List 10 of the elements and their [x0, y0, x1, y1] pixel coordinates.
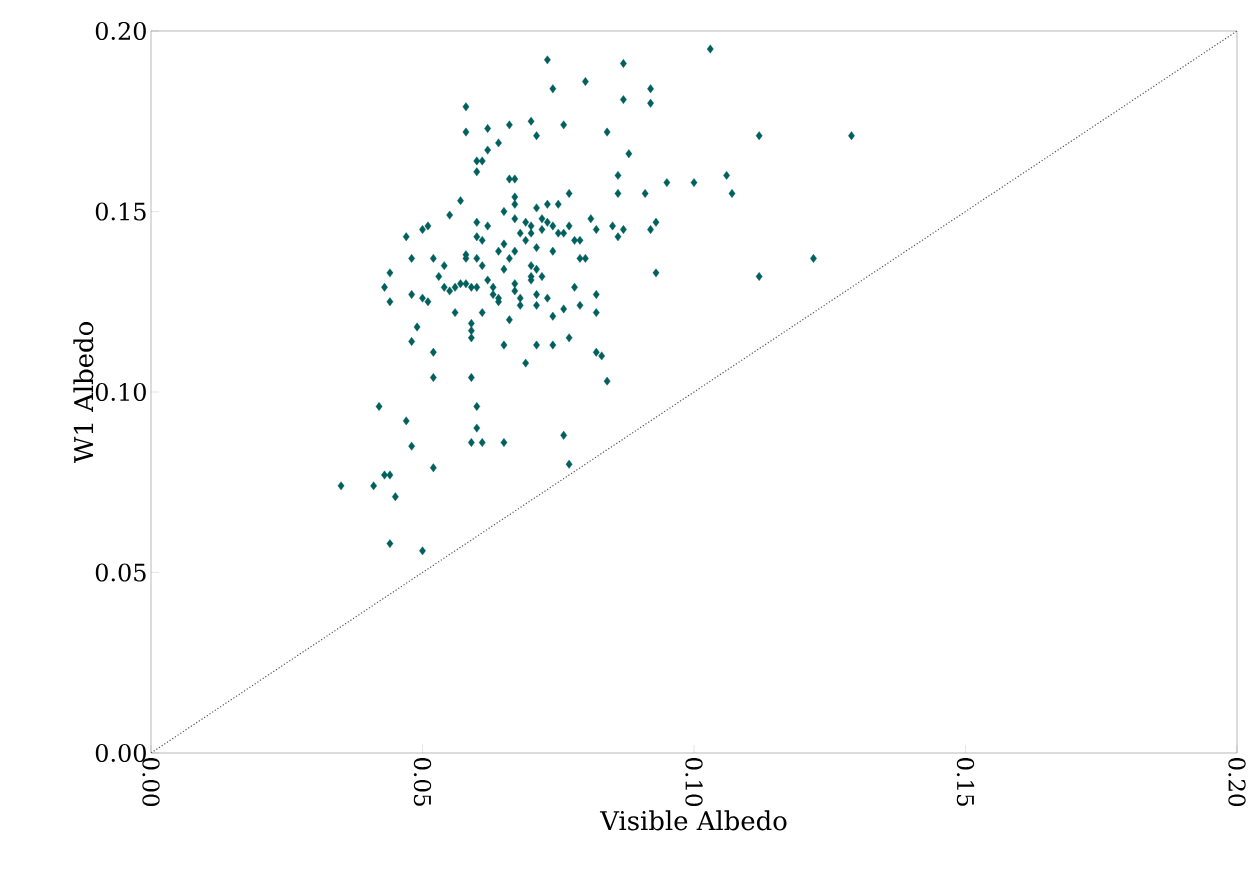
x-tick-label: 0.20 [1228, 758, 1246, 807]
y-axis-title: W1 Albedo [73, 322, 94, 464]
x-tick-label: 0.15 [956, 758, 975, 806]
y-tick-label: 0.20 [95, 21, 146, 41]
x-axis-title: Visible Albedo [599, 810, 787, 831]
x-tick-label: 0.05 [413, 758, 432, 806]
y-tick-label: 0.10 [95, 382, 146, 402]
y-tick-label: 0.15 [95, 202, 146, 221]
x-tick-label: 0.10 [685, 758, 703, 807]
y-tick-label: 0.05 [95, 563, 146, 582]
